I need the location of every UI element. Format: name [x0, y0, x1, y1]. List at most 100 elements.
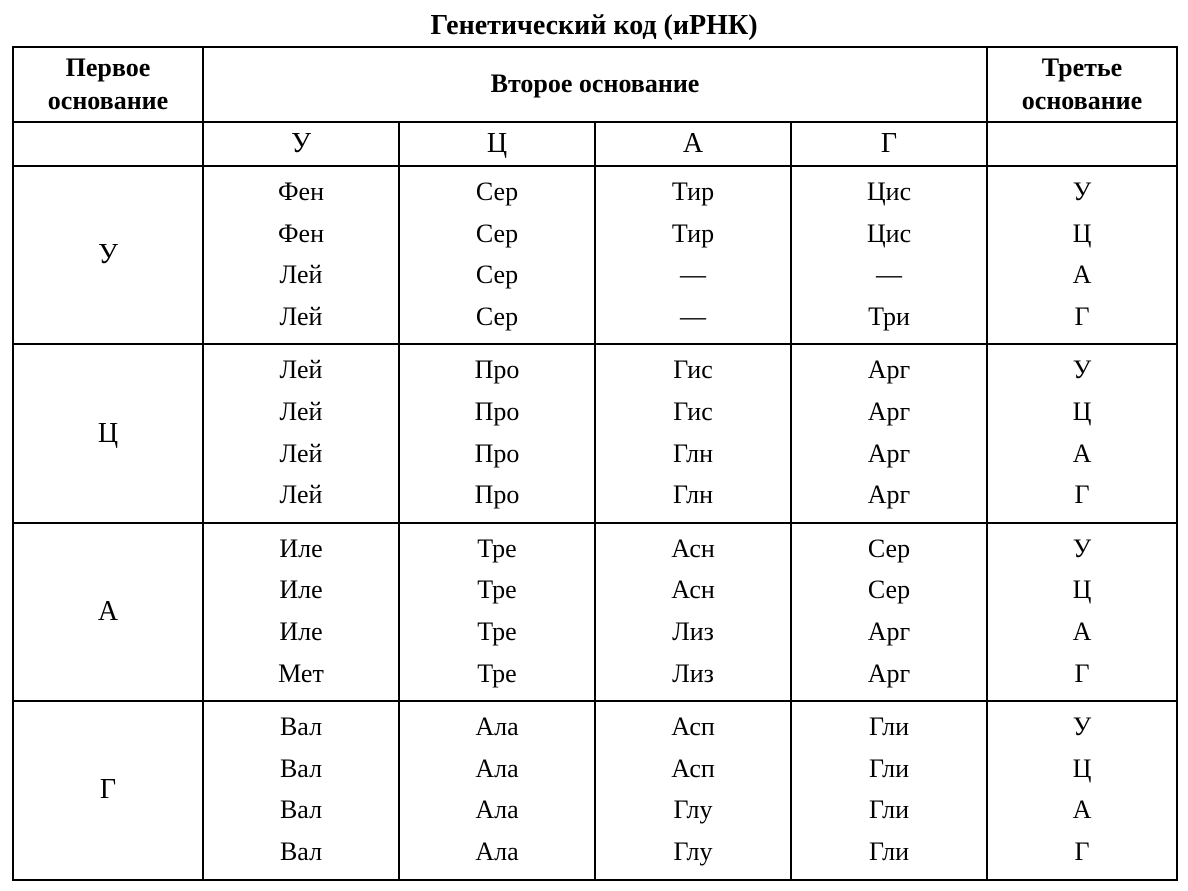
amino: Гис — [596, 391, 790, 433]
header-row: Первое основание Второе основание Третье… — [13, 47, 1177, 122]
amino: Глу — [596, 789, 790, 831]
amino: Цис — [792, 171, 986, 213]
amino: Лей — [204, 296, 398, 338]
amino: Ала — [400, 706, 594, 748]
amino: Глн — [596, 474, 790, 516]
amino: Про — [400, 349, 594, 391]
amino: Гис — [596, 349, 790, 391]
amino: Арг — [792, 391, 986, 433]
amino: Сер — [400, 254, 594, 296]
amino: Сер — [792, 528, 986, 570]
amino: Лиз — [596, 611, 790, 653]
third-base: А — [988, 433, 1176, 475]
second-base-row: У Ц А Г — [13, 122, 1177, 166]
amino: Лей — [204, 254, 398, 296]
third-base-cell: У Ц А Г — [987, 344, 1177, 522]
third-base: У — [988, 349, 1176, 391]
amino: Лей — [204, 349, 398, 391]
amino: Три — [792, 296, 986, 338]
amino: Арг — [792, 474, 986, 516]
codon-cell: Асп Асп Глу Глу — [595, 701, 791, 879]
amino: Арг — [792, 653, 986, 695]
table-row: Ц Лей Лей Лей Лей Про Про Про Про Гис Ги… — [13, 344, 1177, 522]
amino: Сер — [400, 296, 594, 338]
table-row: У Фен Фен Лей Лей Сер Сер Сер Сер Тир Ти… — [13, 166, 1177, 344]
amino: Лей — [204, 433, 398, 475]
amino: Тир — [596, 213, 790, 255]
amino: Фен — [204, 213, 398, 255]
codon-cell: Арг Арг Арг Арг — [791, 344, 987, 522]
third-base: Г — [988, 296, 1176, 338]
codon-cell: Асн Асн Лиз Лиз — [595, 523, 791, 701]
amino: Лей — [204, 391, 398, 433]
codon-cell: Сер Сер Арг Арг — [791, 523, 987, 701]
amino: Глн — [596, 433, 790, 475]
first-base-a: А — [13, 523, 203, 701]
codon-cell: Фен Фен Лей Лей — [203, 166, 399, 344]
amino: Асп — [596, 748, 790, 790]
amino: Асн — [596, 569, 790, 611]
blank-cell — [13, 122, 203, 166]
amino: Асн — [596, 528, 790, 570]
second-base-c: Ц — [399, 122, 595, 166]
codon-cell: Тре Тре Тре Тре — [399, 523, 595, 701]
third-base: Г — [988, 831, 1176, 873]
codon-cell: Ала Ала Ала Ала — [399, 701, 595, 879]
amino: Сер — [792, 569, 986, 611]
third-base: У — [988, 706, 1176, 748]
codon-cell: Гис Гис Глн Глн — [595, 344, 791, 522]
table-title: Генетический код (иРНК) — [12, 10, 1176, 42]
amino: Вал — [204, 789, 398, 831]
amino: Мет — [204, 653, 398, 695]
amino: Ала — [400, 789, 594, 831]
codon-cell: Вал Вал Вал Вал — [203, 701, 399, 879]
amino: Иле — [204, 611, 398, 653]
amino: — — [596, 296, 790, 338]
codon-table: Первое основание Второе основание Третье… — [12, 46, 1178, 881]
third-base-cell: У Ц А Г — [987, 523, 1177, 701]
amino: Лей — [204, 474, 398, 516]
amino: Про — [400, 391, 594, 433]
header-third-base: Третье основание — [987, 47, 1177, 122]
amino: Гли — [792, 748, 986, 790]
second-base-u: У — [203, 122, 399, 166]
amino: Асп — [596, 706, 790, 748]
amino: Гли — [792, 831, 986, 873]
table-row: А Иле Иле Иле Мет Тре Тре Тре Тре Асн Ас… — [13, 523, 1177, 701]
amino: Иле — [204, 569, 398, 611]
third-base-cell: У Ц А Г — [987, 166, 1177, 344]
amino: Тре — [400, 653, 594, 695]
amino: Глу — [596, 831, 790, 873]
amino: Про — [400, 433, 594, 475]
amino: Вал — [204, 748, 398, 790]
amino: Иле — [204, 528, 398, 570]
first-base-g: Г — [13, 701, 203, 879]
third-base: У — [988, 528, 1176, 570]
amino: Цис — [792, 213, 986, 255]
amino: Ала — [400, 748, 594, 790]
third-base: Г — [988, 653, 1176, 695]
first-base-u: У — [13, 166, 203, 344]
codon-cell: Про Про Про Про — [399, 344, 595, 522]
third-base: У — [988, 171, 1176, 213]
amino: Тре — [400, 528, 594, 570]
amino: Гли — [792, 789, 986, 831]
third-base: Ц — [988, 391, 1176, 433]
third-base: А — [988, 789, 1176, 831]
third-base-cell: У Ц А Г — [987, 701, 1177, 879]
amino: — — [792, 254, 986, 296]
table-row: Г Вал Вал Вал Вал Ала Ала Ала Ала Асп Ас… — [13, 701, 1177, 879]
amino: Сер — [400, 213, 594, 255]
amino: Арг — [792, 433, 986, 475]
third-base: Ц — [988, 748, 1176, 790]
codon-cell: Сер Сер Сер Сер — [399, 166, 595, 344]
amino: Тре — [400, 569, 594, 611]
third-base: Ц — [988, 213, 1176, 255]
third-base: Ц — [988, 569, 1176, 611]
amino: Лиз — [596, 653, 790, 695]
first-base-c: Ц — [13, 344, 203, 522]
amino: Арг — [792, 349, 986, 391]
amino: Про — [400, 474, 594, 516]
amino: Вал — [204, 831, 398, 873]
amino: Ала — [400, 831, 594, 873]
